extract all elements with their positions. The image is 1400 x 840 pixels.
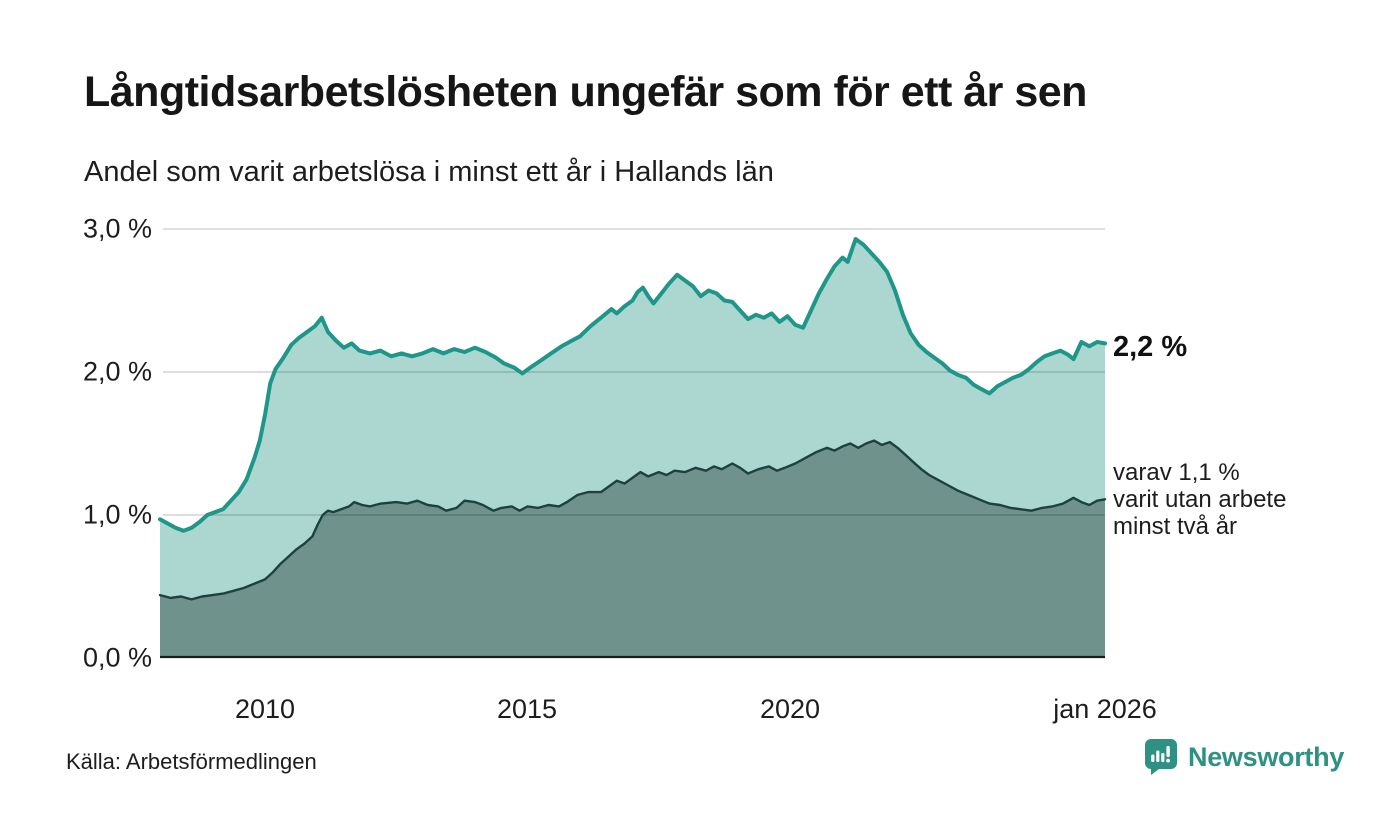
area-fill-series-1 bbox=[160, 440, 1105, 657]
gridlines bbox=[163, 228, 1105, 516]
chart-subtitle: Andel som varit arbetslösa i minst ett å… bbox=[84, 156, 774, 188]
newsworthy-logo: Newsworthy bbox=[1144, 738, 1344, 776]
series-lines bbox=[158, 237, 1107, 601]
line-series-1 bbox=[158, 439, 1107, 601]
x-tick-2010: 2010 bbox=[234, 694, 296, 724]
y-tick-2: 2,0 % bbox=[82, 356, 152, 387]
series-fills bbox=[160, 239, 1105, 657]
source-credit: Källa: Arbetsförmedlingen bbox=[66, 749, 317, 774]
x-tick-jan-2026: jan 2026 bbox=[1053, 694, 1157, 724]
two-year-share-label: varav 1,1 % varit utan arbete minst två … bbox=[1113, 459, 1287, 540]
x-tick-2015: 2015 bbox=[496, 694, 558, 724]
x-tick-2020: 2020 bbox=[759, 694, 821, 724]
page-title: Långtidsarbetslösheten ungefär som för e… bbox=[84, 68, 1087, 116]
y-tick-0: 0,0 % bbox=[82, 642, 152, 673]
newsworthy-wordmark: Newsworthy bbox=[1188, 741, 1345, 772]
latest-value-label: 2,2 % bbox=[1113, 331, 1188, 363]
line-series-0 bbox=[158, 237, 1107, 533]
newsworthy-speech-bubble-bar-chart-icon bbox=[1145, 739, 1177, 775]
y-tick-1: 1,0 % bbox=[82, 499, 152, 530]
y-tick-3: 3,0 % bbox=[82, 213, 152, 244]
